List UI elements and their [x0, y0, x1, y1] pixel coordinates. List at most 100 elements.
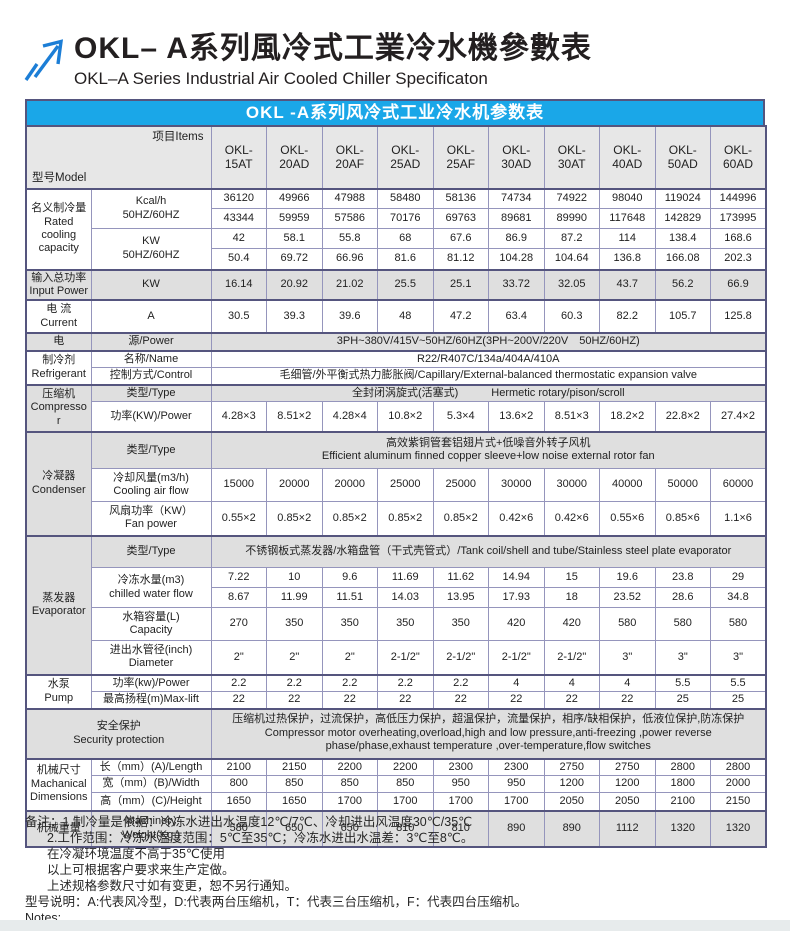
- note-line: 在冷凝环境温度不高于35℃使用: [47, 847, 225, 861]
- value-cell: 1800: [654, 775, 711, 794]
- value-cell: 22: [377, 691, 434, 710]
- value-cell: 2000: [710, 775, 767, 794]
- value-cell: 117648: [599, 208, 656, 229]
- page-titles: OKL– A系列風冷式工業冷水機參數表 OKL–A Series Industr…: [74, 32, 592, 90]
- row-item-label: 冷却风量(m3/h) Cooling air flow: [90, 468, 212, 503]
- table-row: 功率(KW)/Power 4.28×3 8.51×2 4.28×4 10.8×2 5.3×…: [26, 401, 767, 433]
- note-line: 备注：1.制冷量是依据：冷冻水进出水温度12℃/7℃、冷却进出风温度30℃/35…: [25, 815, 473, 829]
- value-cell: 2-1/2": [432, 640, 489, 676]
- value-cell: 2100: [654, 792, 711, 812]
- value-cell: 40000: [599, 468, 656, 503]
- value-cell: 98040: [599, 188, 656, 209]
- row-group-label: 机械尺寸 Machanical Dimensions: [25, 757, 92, 812]
- value-cell: 43344: [210, 208, 267, 229]
- row-item-label: 类型/Type: [90, 383, 212, 403]
- value-cell: 89990: [543, 208, 600, 229]
- value-cell: 43.7: [599, 268, 656, 301]
- value-cell: 27.4×2: [710, 401, 767, 433]
- table-row: 输入总功率 Input Power KW 16.14 20.92 21.02 25.5 25…: [25, 268, 767, 301]
- value-cell: 125.8: [710, 299, 767, 334]
- table-row: 43344 59959 57586 70176 69763 89681 89990 11764…: [26, 208, 767, 229]
- value-cell: 20000: [266, 468, 323, 503]
- value-cell: 50.4: [210, 248, 267, 270]
- value-cell: 2150: [266, 757, 323, 777]
- value-cell: 1650: [266, 792, 323, 812]
- table-row: 风扇功率（KW） Fan power 0.55×2 0.85×2 0.85×2 0.85…: [26, 501, 767, 537]
- value-cell: 1320: [710, 809, 767, 848]
- value-cell: 69.72: [266, 248, 323, 270]
- value-cell: 114: [599, 228, 656, 249]
- row-item-label: A: [90, 299, 212, 334]
- value-cell: 11.51: [321, 587, 378, 609]
- value-cell: 4: [599, 673, 656, 693]
- value-cell: 173995: [710, 208, 767, 229]
- value-cell: 2.2: [377, 673, 434, 693]
- value-cell: 1650: [210, 792, 267, 812]
- span-value-cell: 不锈钢板式蒸发器/水箱盘管（干式壳管式）/Tank coil/shell and…: [210, 534, 767, 569]
- value-cell: 22: [432, 691, 489, 710]
- span-value-cell: 毛细管/外平衡式热力膨胀阀/Capillary/External-balance…: [210, 367, 767, 386]
- model-header-cell: OKL- 50AD: [654, 125, 711, 190]
- value-cell: 22: [210, 691, 267, 710]
- value-cell: 25000: [432, 468, 489, 503]
- row-item-label: Machinery Weight(Kg ): [90, 809, 212, 848]
- row-group-label: 输入总功率 Input Power: [25, 268, 92, 301]
- value-cell: 810: [432, 809, 489, 848]
- page-title: OKL– A系列風冷式工業冷水機參數表: [74, 32, 592, 65]
- value-cell: 1200: [543, 775, 600, 794]
- value-cell: 30000: [543, 468, 600, 503]
- value-cell: 25: [710, 691, 767, 710]
- value-cell: 0.85×2: [321, 501, 378, 537]
- value-cell: 800: [210, 775, 267, 794]
- value-cell: 16.14: [210, 268, 267, 301]
- corner-header-cell: 型号Model 项目Items: [25, 125, 212, 190]
- table-row: 8.67 11.99 11.51 14.03 13.95 17.93 18 23.52 28.6…: [26, 587, 767, 609]
- value-cell: 22: [599, 691, 656, 710]
- value-cell: 42: [210, 228, 267, 249]
- value-cell: 2.2: [210, 673, 267, 693]
- table-row: 水箱容量(L) Capacity 270 350 350 350 350 420 420 580…: [26, 607, 767, 642]
- model-header-cell: OKL- 30AD: [488, 125, 545, 190]
- value-cell: 119024: [654, 188, 711, 209]
- value-cell: 2750: [543, 757, 600, 777]
- value-cell: 0.55×2: [210, 501, 267, 537]
- value-cell: 2.2: [432, 673, 489, 693]
- value-cell: 580: [654, 607, 711, 642]
- value-cell: 2": [210, 640, 267, 676]
- model-header-cell: OKL- 20AD: [266, 125, 323, 190]
- value-cell: 50000: [654, 468, 711, 503]
- table-row: 压缩机 Compressor 类型/Type 全封闭涡旋式(活塞式) Hermeti…: [25, 383, 767, 433]
- value-cell: 48: [377, 299, 434, 334]
- value-cell: 580: [599, 607, 656, 642]
- value-cell: 8.67: [210, 587, 267, 609]
- table-row: 50.4 69.72 66.96 81.6 81.12 104.28 104.64 136.8…: [26, 248, 767, 270]
- value-cell: 2-1/2": [377, 640, 434, 676]
- value-cell: 104.64: [543, 248, 600, 270]
- value-cell: 60.3: [543, 299, 600, 334]
- table-row: 电 流 Current A 30.5 39.3 39.6 48 47.2 63.4 60.3 82…: [25, 299, 767, 334]
- value-cell: 69763: [432, 208, 489, 229]
- value-cell: 1200: [599, 775, 656, 794]
- value-cell: 580: [710, 607, 767, 642]
- row-item-label: 风扇功率（KW） Fan power: [90, 501, 212, 537]
- value-cell: 350: [266, 607, 323, 642]
- table-row: 宽（mm）(B)/Width 800 850 850 850 950 950 1200 1200…: [26, 775, 767, 794]
- value-cell: 28.6: [654, 587, 711, 609]
- value-cell: 850: [377, 775, 434, 794]
- value-cell: 10.8×2: [377, 401, 434, 433]
- value-cell: 14.94: [488, 567, 545, 589]
- value-cell: 1320: [654, 809, 711, 848]
- value-cell: 9.6: [321, 567, 378, 589]
- note-line: 型号说明：A:代表风冷型，D:代表两台压缩机，T：代表三台压缩机，F：代表四台压…: [25, 895, 528, 909]
- value-cell: 890: [488, 809, 545, 848]
- value-cell: 2300: [432, 757, 489, 777]
- row-item-label: 控制方式/Control: [90, 367, 212, 386]
- value-cell: 68: [377, 228, 434, 249]
- table-row: 蒸发器 Evaporator 类型/Type 不锈钢板式蒸发器/水箱盘管（干式壳管式…: [25, 534, 767, 676]
- value-cell: 420: [543, 607, 600, 642]
- row-item-label: 功率(kw)/Power: [90, 673, 212, 693]
- value-cell: 7.22: [210, 567, 267, 589]
- value-cell: 890: [543, 809, 600, 848]
- table-row: 名义制冷量 Rated cooling capacity Kcal/h 50HZ/…: [25, 188, 767, 270]
- arrow-up-right-icon: [24, 39, 64, 81]
